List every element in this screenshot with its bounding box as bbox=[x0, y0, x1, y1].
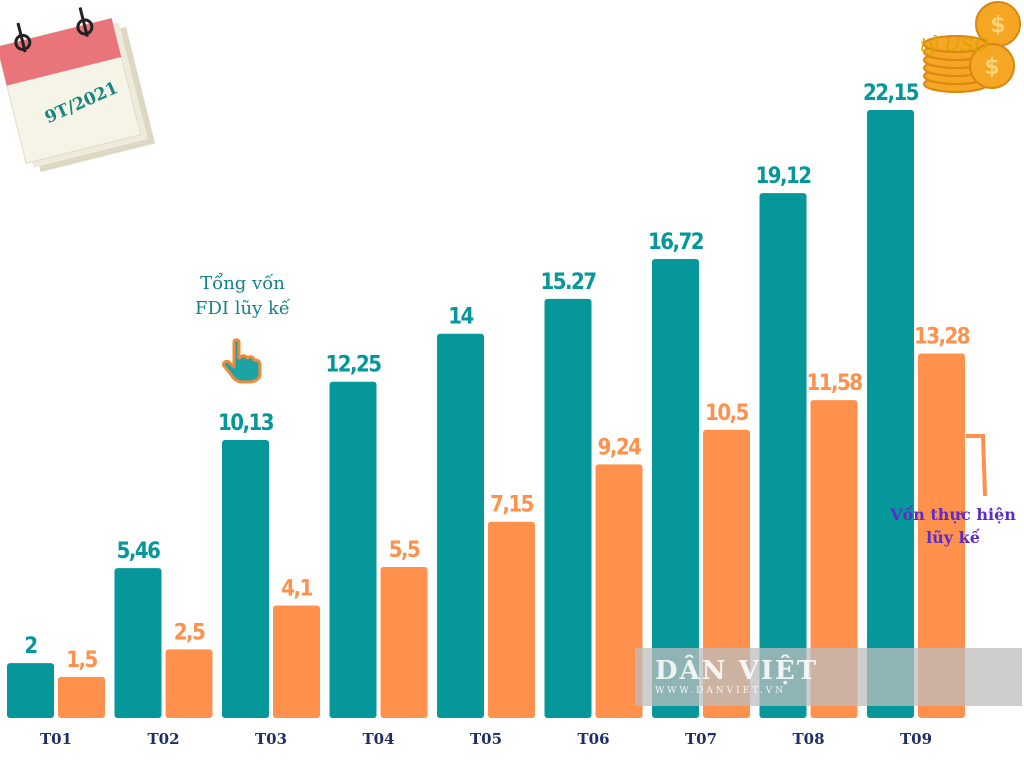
fdi-callout-line2: FDI lũy kế bbox=[195, 298, 290, 319]
category-label-t03: T03 bbox=[255, 730, 287, 748]
bar-series2-t05 bbox=[488, 521, 535, 718]
bar-series2-t06 bbox=[595, 464, 643, 718]
bar-series1-t06 bbox=[544, 298, 592, 718]
value-label-series2-t08: 11,58 bbox=[806, 371, 862, 396]
value-label-series2-t06: 9,24 bbox=[598, 435, 642, 460]
watermark-url: WWW.DANVIET.VN bbox=[655, 686, 787, 696]
bar-series1-t04 bbox=[329, 381, 377, 718]
svg-text:$: $ bbox=[984, 55, 999, 80]
realized-callout-line2: lũy kế bbox=[926, 528, 980, 547]
value-label-series1-t01: 2 bbox=[24, 634, 37, 659]
watermark-brand: DÂN VIỆT bbox=[655, 656, 819, 686]
svg-text:$: $ bbox=[990, 13, 1005, 38]
value-label-series2-t05: 7,15 bbox=[490, 493, 534, 518]
value-label-series1-t03: 10,13 bbox=[218, 411, 274, 436]
bar-series1-t01 bbox=[7, 663, 54, 718]
bar-series2-t08 bbox=[810, 400, 858, 718]
hand-pointer-icon bbox=[222, 338, 262, 384]
value-label-series2-t09: 13,28 bbox=[914, 324, 970, 349]
value-label-series1-t02: 5,46 bbox=[117, 539, 161, 564]
category-label-t08: T08 bbox=[792, 730, 824, 748]
bar-series1-t09 bbox=[867, 110, 914, 718]
bar-series1-t08 bbox=[759, 193, 807, 718]
category-label-t05: T05 bbox=[470, 730, 502, 748]
value-label-series1-t04: 12,25 bbox=[325, 353, 381, 378]
realized-callout-connector bbox=[966, 434, 987, 497]
watermark: DÂN VIỆT WWW.DANVIET.VN bbox=[635, 648, 1022, 706]
value-label-series1-t09: 22,15 bbox=[863, 81, 919, 106]
fdi-callout: Tổng vốn FDI lũy kế bbox=[180, 271, 305, 321]
value-label-series1-t08: 19,12 bbox=[755, 164, 811, 189]
bar-series2-t01 bbox=[58, 676, 105, 718]
bar-series1-t07 bbox=[652, 259, 699, 718]
value-label-series2-t03: 4,1 bbox=[281, 576, 312, 601]
bar-series2-t07 bbox=[703, 429, 750, 718]
category-label-t04: T04 bbox=[362, 730, 394, 748]
value-label-series2-t01: 1,5 bbox=[66, 648, 97, 673]
category-label-t09: T09 bbox=[900, 730, 932, 748]
bar-series2-t04 bbox=[380, 567, 428, 718]
bar-series1-t05 bbox=[437, 333, 484, 718]
realized-callout: Vốn thực hiện lũy kế bbox=[878, 503, 1024, 549]
realized-callout-line1: Vốn thực hiện bbox=[890, 505, 1016, 524]
calendar-icon: 9T/2021 bbox=[0, 7, 156, 172]
bar-series2-t02 bbox=[165, 649, 213, 718]
value-label-series2-t07: 10,5 bbox=[705, 401, 749, 426]
category-label-t06: T06 bbox=[577, 730, 609, 748]
value-label-series2-t02: 2,5 bbox=[174, 620, 205, 645]
category-label-t01: T01 bbox=[40, 730, 72, 748]
bar-series1-t03 bbox=[222, 439, 269, 718]
bar-series1-t02 bbox=[114, 568, 162, 718]
coins-icon: $ $ bbox=[923, 1, 1021, 93]
value-label-series1-t06: 15.27 bbox=[540, 270, 596, 295]
bar-series2-t09 bbox=[918, 353, 965, 718]
unit-label: tỷ USD bbox=[920, 34, 989, 56]
category-label-t02: T02 bbox=[147, 730, 179, 748]
value-label-series1-t07: 16,72 bbox=[648, 230, 704, 255]
bar-series2-t03 bbox=[273, 605, 320, 718]
value-label-series1-t05: 14 bbox=[448, 305, 473, 330]
category-label-t07: T07 bbox=[685, 730, 717, 748]
value-label-series2-t04: 5,5 bbox=[389, 538, 420, 563]
fdi-callout-line1: Tổng vốn bbox=[200, 273, 285, 294]
